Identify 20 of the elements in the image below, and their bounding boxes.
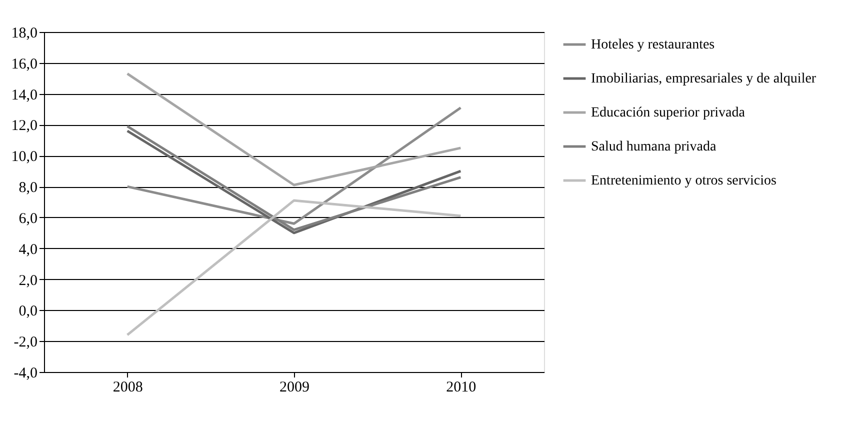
y-tick-label: 12,0 <box>11 118 38 134</box>
legend-label: Salud humana privada <box>591 140 717 154</box>
y-tick-label: 0,0 <box>18 304 38 320</box>
legend-label: Entretenimiento y otros servicios <box>591 174 776 188</box>
x-tick-label: 2009 <box>280 380 310 396</box>
y-tick-label: 16,0 <box>11 56 38 72</box>
y-tick-label: 8,0 <box>18 180 38 196</box>
legend-label: Educación superior privada <box>591 106 746 120</box>
y-tick-label: 2,0 <box>18 272 38 289</box>
x-tick-label: 2008 <box>112 380 143 396</box>
y-tick-label: -4,0 <box>14 366 38 382</box>
y-tick-label: -2,0 <box>14 334 38 351</box>
y-tick-label: 14,0 <box>11 87 38 104</box>
legend-label: Imobiliarias, empresariales y de alquiler <box>591 72 816 86</box>
y-tick-label: 4,0 <box>18 242 38 258</box>
y-tick-label: 18,0 <box>11 26 38 42</box>
y-tick-label: 6,0 <box>18 210 38 227</box>
y-tick-label: 10,0 <box>11 149 38 166</box>
x-tick-label: 2010 <box>446 380 476 396</box>
legend-label: Hoteles y restaurantes <box>591 38 715 52</box>
